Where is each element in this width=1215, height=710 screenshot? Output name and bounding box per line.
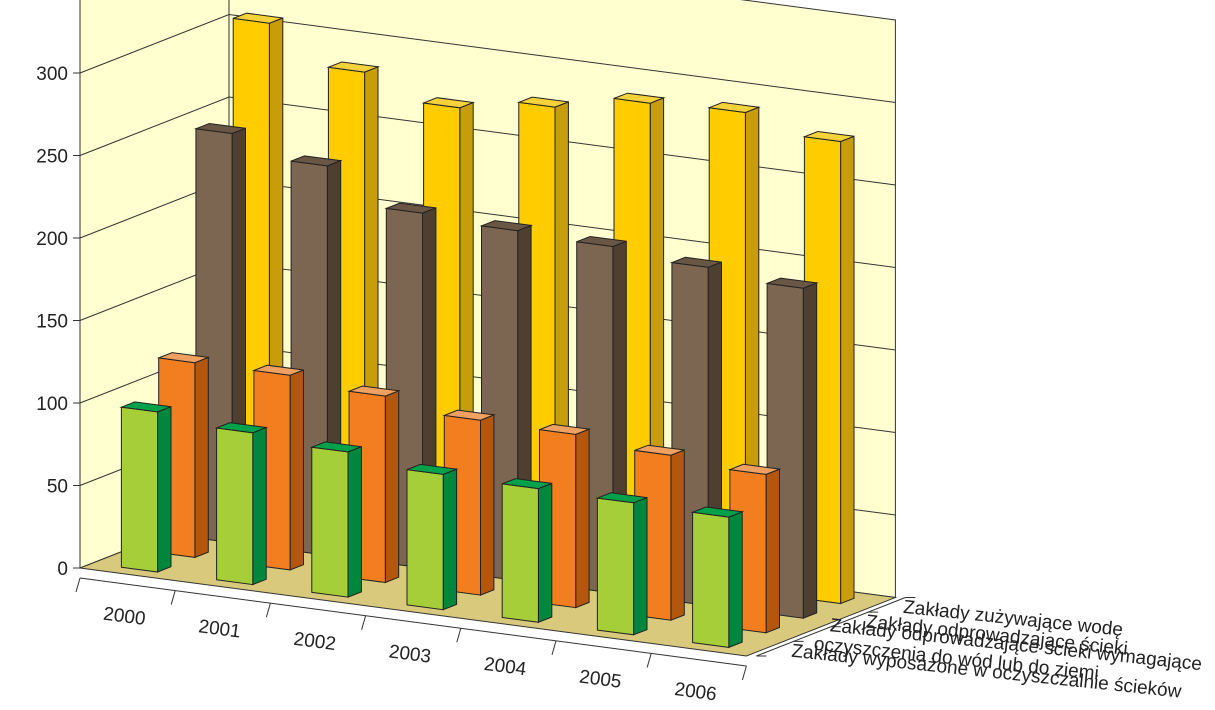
bar-front [311, 446, 349, 598]
x-tick-label: 2006 [673, 679, 718, 705]
bar-top [347, 385, 401, 397]
bar-side [480, 414, 495, 596]
bar-top [690, 506, 745, 518]
bar-top [539, 423, 592, 435]
bar-top [479, 220, 534, 232]
bar [119, 401, 172, 573]
y-tick-label: 150 [36, 312, 68, 333]
bar-side [289, 369, 304, 571]
bar-side [728, 511, 743, 649]
bar-side [670, 449, 685, 621]
bar [214, 422, 269, 586]
y-axis: 0 50 100 150 200 250 300 [36, 0, 81, 580]
x-tick-label: 2003 [388, 641, 433, 667]
bars [119, 12, 855, 649]
x-tick-label: 2005 [578, 667, 623, 693]
bar [595, 492, 648, 636]
bar-top [502, 478, 552, 490]
x-tick-mark [456, 628, 462, 643]
y-tick-label: 300 [36, 64, 68, 85]
bar-top [727, 463, 782, 475]
bar-top [214, 422, 269, 434]
x-tick-label: 2000 [102, 604, 147, 630]
bar-top [193, 122, 246, 135]
bar-top [595, 492, 648, 504]
x-tick-label: 2004 [483, 654, 528, 680]
bar-top [309, 441, 362, 453]
bar-side [802, 282, 818, 619]
bar-top [290, 155, 343, 167]
y-tick-label: 250 [36, 147, 68, 168]
bar-top [233, 12, 283, 24]
bar-top [326, 61, 380, 73]
bar-front [596, 497, 635, 636]
x-tick-label: 2001 [197, 616, 242, 642]
bar-top [634, 444, 685, 456]
bar-top [421, 97, 476, 109]
gridline [79, 96, 896, 186]
bar-side [194, 356, 209, 559]
x-tick-mark [75, 577, 81, 593]
bar-front [501, 483, 539, 623]
bar-front [406, 469, 444, 611]
bar [309, 441, 362, 598]
bar-side [575, 428, 590, 609]
bar-side [840, 135, 855, 605]
bar-front [692, 511, 730, 648]
gridline [79, 13, 896, 103]
bar-top [707, 101, 761, 114]
bar-top [802, 130, 855, 143]
bar [690, 506, 745, 649]
bar [501, 478, 553, 624]
bar-side [633, 496, 648, 636]
bar-side [537, 482, 553, 624]
y-tick-label: 100 [36, 394, 68, 415]
x-tick-mark [361, 615, 367, 630]
y-tick-label: 0 [57, 559, 68, 580]
y-tick-label: 200 [36, 229, 68, 250]
bar-side [252, 426, 267, 586]
bar-side [157, 405, 172, 573]
x-axis-line [79, 577, 747, 667]
y-tick-label: 50 [47, 477, 68, 498]
bar-front [216, 427, 254, 586]
bar-side [442, 468, 458, 611]
x-tick-mark [741, 665, 747, 681]
bar [406, 463, 459, 611]
bar-top [576, 235, 627, 248]
bar-top [765, 277, 819, 289]
bar-side [765, 468, 780, 634]
x-tick-label: 2002 [292, 629, 337, 655]
bar-top [613, 92, 666, 104]
bar-top [119, 401, 172, 413]
bar-side [384, 390, 400, 584]
x-tick-mark [551, 640, 557, 655]
bar-front [120, 406, 159, 573]
bar-side [347, 445, 362, 598]
bar-top [251, 364, 304, 376]
bar-top [384, 202, 437, 214]
bar-top [406, 463, 459, 475]
x-tick-mark [646, 653, 652, 668]
bar-top [516, 96, 569, 108]
x-tick-mark [170, 590, 176, 605]
bar-top [442, 409, 496, 421]
x-tick-mark [265, 603, 271, 618]
bar-top [156, 352, 211, 364]
bar-top [669, 256, 722, 268]
